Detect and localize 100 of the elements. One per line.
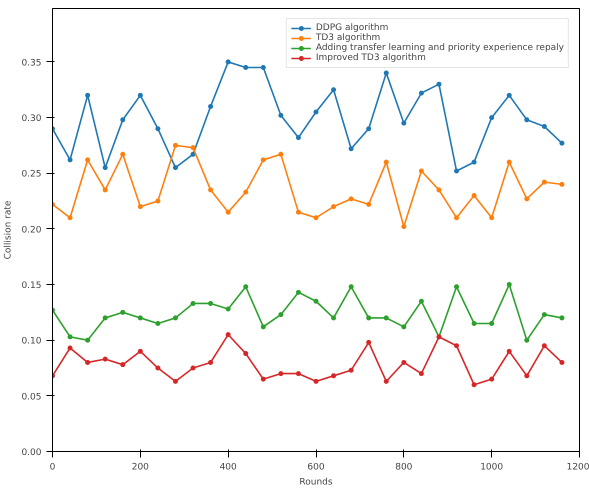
y-tick-label: 0.30 xyxy=(21,114,42,124)
x-tick-label: 400 xyxy=(220,462,238,472)
x-tick-label: 200 xyxy=(132,462,150,472)
point xyxy=(243,284,248,290)
point xyxy=(454,215,460,220)
point xyxy=(120,152,126,157)
point xyxy=(384,160,389,165)
point xyxy=(366,202,372,207)
point xyxy=(260,324,266,330)
point xyxy=(296,290,301,295)
point xyxy=(524,117,530,122)
point xyxy=(314,298,318,304)
point xyxy=(559,140,564,146)
point xyxy=(348,284,354,290)
point xyxy=(506,92,512,98)
legend-label: DDPG algorithm xyxy=(316,23,388,33)
point xyxy=(85,92,90,98)
point xyxy=(172,142,178,148)
point xyxy=(278,312,284,318)
point xyxy=(172,165,178,170)
x-axis-title: Rounds xyxy=(299,478,333,488)
point xyxy=(348,196,354,202)
point xyxy=(331,87,336,92)
point xyxy=(436,187,442,192)
point xyxy=(138,92,143,98)
point xyxy=(278,152,284,157)
point xyxy=(120,310,126,315)
point xyxy=(138,315,143,320)
point xyxy=(401,224,406,230)
point xyxy=(489,376,494,382)
point xyxy=(190,145,196,150)
point xyxy=(68,157,73,162)
point xyxy=(506,160,512,165)
point xyxy=(260,157,266,162)
point xyxy=(542,312,547,318)
point xyxy=(85,338,90,343)
point xyxy=(296,135,301,140)
x-tick-label: 1000 xyxy=(480,462,504,472)
point xyxy=(68,345,73,350)
point xyxy=(296,371,301,376)
point xyxy=(172,315,178,320)
y-tick-label: 0.00 xyxy=(21,448,42,458)
point xyxy=(401,120,406,126)
point xyxy=(208,300,214,306)
point xyxy=(542,124,547,129)
point xyxy=(418,90,424,96)
point xyxy=(278,371,284,376)
point xyxy=(226,306,231,312)
point xyxy=(331,204,336,210)
point xyxy=(348,368,354,373)
point xyxy=(384,378,389,384)
point xyxy=(401,324,406,330)
y-tick-label: 0.15 xyxy=(21,281,42,292)
point xyxy=(226,210,231,215)
point xyxy=(472,160,477,165)
y-tick-label: 0.10 xyxy=(21,336,42,347)
point xyxy=(524,338,530,343)
point xyxy=(472,382,477,388)
point xyxy=(489,215,494,220)
point xyxy=(138,204,143,210)
x-tick-label: 0 xyxy=(50,462,56,472)
point xyxy=(314,110,318,115)
legend-label: Adding transfer learning and priority experience repaly xyxy=(316,43,564,53)
point xyxy=(348,146,354,152)
point xyxy=(559,182,564,187)
point xyxy=(102,187,108,192)
point xyxy=(85,360,90,365)
y-tick-label: 0.05 xyxy=(21,392,42,402)
x-tick-label: 800 xyxy=(395,462,413,472)
point xyxy=(155,126,160,132)
point xyxy=(331,315,336,320)
point xyxy=(155,198,160,204)
point xyxy=(138,348,143,354)
point xyxy=(260,376,266,382)
point xyxy=(506,348,512,354)
point xyxy=(155,366,160,371)
y-tick-label: 0.25 xyxy=(21,170,42,180)
point xyxy=(366,340,372,345)
point xyxy=(190,152,196,157)
point xyxy=(542,180,547,185)
x-tick-label: 600 xyxy=(307,462,325,472)
point xyxy=(366,126,372,132)
point xyxy=(243,190,248,195)
point xyxy=(243,351,248,356)
point xyxy=(260,64,266,70)
point xyxy=(542,343,547,348)
point xyxy=(506,282,512,288)
x-tick-label: 1200 xyxy=(566,462,589,472)
point xyxy=(68,334,73,340)
point xyxy=(559,360,564,365)
legend-label: TD3 algorithm xyxy=(316,33,380,43)
point xyxy=(418,298,424,304)
point xyxy=(314,215,318,220)
point xyxy=(418,168,424,174)
point xyxy=(366,315,372,320)
point xyxy=(314,378,318,384)
legend-label: Improved TD3 algorithm xyxy=(316,53,426,63)
point xyxy=(120,362,126,368)
point xyxy=(226,332,231,338)
point xyxy=(243,64,248,70)
